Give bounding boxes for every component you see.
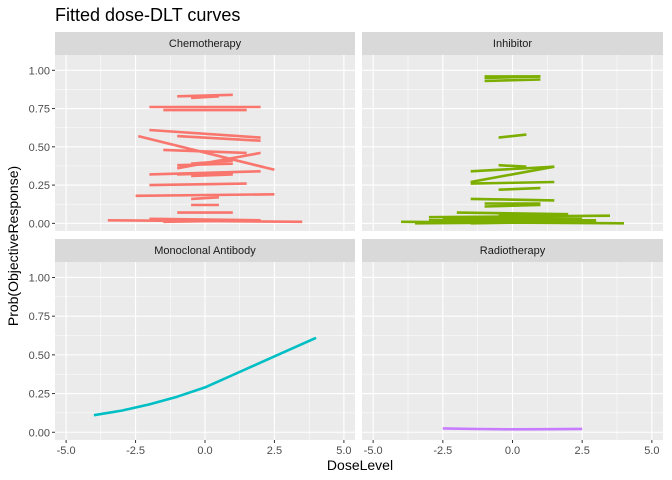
facet-monoclonal-antibody: Monoclonal Antibody 0.00 0.25 0.50 0.75 1.00 -…	[29, 239, 355, 457]
fitted-curve	[498, 163, 527, 168]
y-tick-label: 0.75	[29, 104, 50, 116]
facet-panels: Chemotherapy 0.00 0.25 0.50 0.75 1.00 Inhibito…	[29, 32, 663, 457]
fitted-curve	[177, 162, 233, 167]
facet-chemotherapy: Chemotherapy 0.00 0.25 0.50 0.75 1.00	[29, 32, 355, 231]
x-tick-label: -5.0	[364, 445, 383, 457]
x-tick-label: -5.0	[57, 445, 76, 457]
y-tick-label: 1.00	[29, 272, 50, 284]
fitted-curve	[137, 134, 275, 172]
fitted-curve	[191, 159, 233, 165]
y-tick-label: 0.00	[29, 427, 50, 439]
facet-strip	[362, 239, 663, 262]
fitted-curve	[177, 93, 233, 98]
fitted-curve	[163, 219, 261, 224]
fitted-curve	[177, 134, 261, 142]
fitted-curve	[498, 133, 527, 139]
facet-strip	[55, 32, 355, 55]
y-tick-label: 0.25	[29, 180, 50, 192]
y-tick-label: 0.50	[29, 350, 50, 362]
fitted-curve	[149, 182, 247, 187]
fitted-curve	[470, 220, 569, 225]
y-tick-label: 0.50	[29, 142, 50, 154]
x-tick-label: 5.0	[336, 445, 351, 457]
x-tick-label: 2.5	[575, 445, 590, 457]
y-tick-label: 1.00	[29, 65, 50, 77]
facet-strip	[55, 239, 355, 262]
fitted-curve	[149, 170, 261, 176]
facet-strip-label: Inhibitor	[493, 38, 532, 50]
facet-strip-label: Radiotherapy	[480, 245, 546, 257]
fitted-curve	[135, 193, 275, 198]
fitted-curve	[484, 203, 541, 208]
facet-strip-label: Monoclonal Antibody	[154, 245, 256, 257]
fitted-curve	[470, 197, 555, 202]
x-tick-label: -2.5	[433, 445, 452, 457]
facet-strip-label: Chemotherapy	[169, 38, 242, 50]
fitted-curve	[456, 211, 569, 216]
fitted-curve	[191, 95, 219, 100]
fitted-curve	[470, 165, 555, 173]
x-axis-title: DoseLevel	[327, 457, 393, 473]
y-tick-label: 0.75	[29, 311, 50, 323]
x-tick-label: 0.0	[505, 445, 520, 457]
x-tick-label: -2.5	[126, 445, 145, 457]
facet-radiotherapy: Radiotherapy -5.0 -2.5 0.0 2.5 5.0	[362, 239, 663, 457]
fitted-curve	[163, 148, 247, 155]
fitted-curve	[93, 336, 317, 417]
fitted-curve	[191, 173, 233, 178]
fitted-curve	[470, 180, 555, 185]
fitted-curve	[470, 165, 555, 184]
x-tick-label: 2.5	[267, 445, 282, 457]
y-tick-label: 0.25	[29, 389, 50, 401]
facet-strip	[362, 32, 663, 55]
fitted-curve	[498, 186, 541, 191]
fitted-curve	[484, 75, 541, 80]
y-axis-title: Prob(ObjectiveResponse)	[5, 166, 21, 326]
x-tick-label: 5.0	[644, 445, 659, 457]
fitted-curve	[484, 78, 541, 83]
fitted-curve	[442, 427, 583, 431]
fitted-curve	[191, 196, 219, 201]
fitted-curve	[149, 128, 261, 139]
fitted-curve	[428, 214, 611, 219]
x-tick-label: 0.0	[197, 445, 212, 457]
y-tick-label: 0.00	[29, 218, 50, 230]
chart-title: Fitted dose-DLT curves	[55, 5, 240, 25]
facet-inhibitor: Inhibitor	[362, 32, 663, 231]
